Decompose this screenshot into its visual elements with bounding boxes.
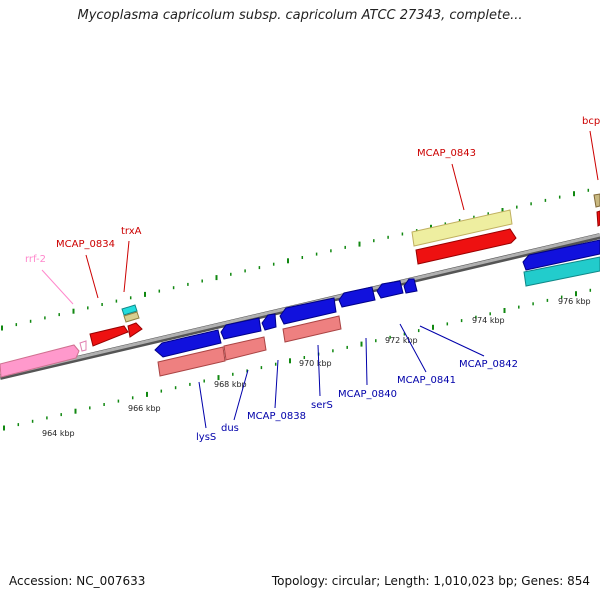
gene-blue-mcap0840[interactable] [338,286,376,308]
gene-khaki-small[interactable] [123,311,140,323]
kbp-label: 976 kbp [558,297,591,306]
gene-label-sers[interactable]: serS [311,400,333,411]
gene-red-mcap0834[interactable] [89,325,129,347]
kbp-label: 974 kbp [472,316,505,325]
gene-blue-976[interactable] [522,239,600,271]
gene-red-mcap0843[interactable] [415,228,517,265]
gene-label-bcp[interactable]: bcp [582,116,600,127]
gene-label-mcap0840[interactable]: MCAP_0840 [338,389,397,400]
kbp-label: 964 kbp [42,429,75,438]
gene-khaki-mcap0843[interactable] [411,209,513,247]
kbp-labels: 964 kbp 966 kbp 968 kbp 970 kbp 972 kbp … [42,297,591,438]
gene-salmon-sers[interactable] [282,315,342,343]
gene-red-bcp[interactable] [596,210,600,227]
gene-blue-dus[interactable] [220,317,262,340]
gene-cyan-976[interactable] [523,256,600,287]
gene-salmon-dus[interactable] [223,336,267,361]
gene-pink-small[interactable] [79,340,87,352]
kbp-label: 968 kbp [214,380,247,389]
gene-blue-mcap0841[interactable] [376,280,404,299]
genome-map[interactable]: 964 kbp 966 kbp 968 kbp 970 kbp 972 kbp … [0,0,600,570]
features-direct [0,193,600,378]
gene-label-dus[interactable]: dus [221,423,239,434]
kbp-label: 972 kbp [385,336,418,345]
gene-label-mcap0841[interactable]: MCAP_0841 [397,375,456,386]
gene-blue-mcap0838[interactable] [261,313,277,331]
gene-label-mcap0834[interactable]: MCAP_0834 [56,239,115,250]
gene-khaki-bcp[interactable] [593,193,600,208]
gene-red-trxa[interactable] [127,322,143,338]
gene-blue-mcap0842[interactable] [403,278,418,294]
map-title: Mycoplasma capricolum subsp. capricolum … [77,8,523,23]
gene-label-lyss[interactable]: lysS [196,432,216,443]
label-leaders [41,130,599,429]
kbp-label: 966 kbp [128,404,161,413]
gene-label-rrf-2[interactable]: rrf-2 [25,254,46,265]
gene-label-mcap0843[interactable]: MCAP_0843 [417,148,476,159]
gene-labels-top: rrf-2 MCAP_0834 trxA MCAP_0843 bcp [25,116,600,265]
tick-track-bottom [3,288,592,431]
features-complement [154,239,600,377]
gene-label-mcap0842[interactable]: MCAP_0842 [459,359,518,370]
gene-label-trxa[interactable]: trxA [121,226,142,237]
gene-label-mcap0838[interactable]: MCAP_0838 [247,411,306,422]
gene-cyan-small[interactable] [121,304,138,316]
gene-blue-lyss[interactable] [154,329,222,358]
gene-pink-rrna[interactable] [0,344,80,378]
tick-track-top [1,188,590,331]
accession-label: Accession: NC_007633 [9,574,146,588]
gene-blue-sers[interactable] [279,297,337,325]
gene-labels-bottom: lysS dus MCAP_0838 serS MCAP_0840 MCAP_0… [196,359,518,443]
genome-summary: Topology: circular; Length: 1,010,023 bp… [271,574,590,588]
gene-salmon-lyss[interactable] [157,346,226,377]
kbp-label: 970 kbp [299,359,332,368]
